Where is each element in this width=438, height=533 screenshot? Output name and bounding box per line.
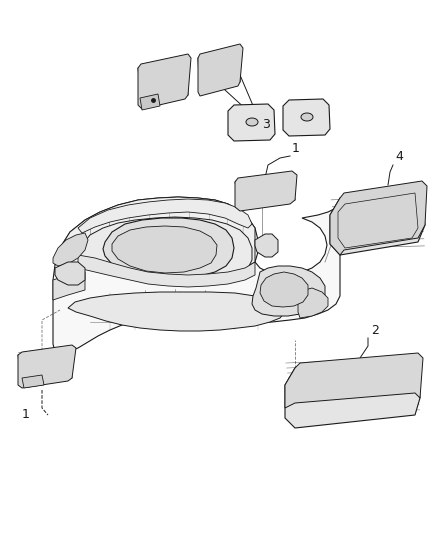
Polygon shape xyxy=(78,199,252,233)
Polygon shape xyxy=(103,218,234,278)
Polygon shape xyxy=(18,345,76,388)
Polygon shape xyxy=(285,358,420,428)
Polygon shape xyxy=(330,186,425,255)
Polygon shape xyxy=(55,262,85,285)
Polygon shape xyxy=(198,44,243,96)
Polygon shape xyxy=(22,375,44,388)
Ellipse shape xyxy=(301,113,313,121)
Polygon shape xyxy=(53,233,88,266)
Text: 1: 1 xyxy=(22,408,30,421)
Polygon shape xyxy=(228,104,275,141)
Polygon shape xyxy=(198,48,240,92)
Polygon shape xyxy=(18,348,72,385)
Polygon shape xyxy=(53,272,85,300)
Text: 1: 1 xyxy=(292,142,300,155)
Polygon shape xyxy=(68,292,285,331)
Text: 4: 4 xyxy=(395,150,403,163)
Polygon shape xyxy=(235,171,297,211)
Polygon shape xyxy=(235,175,295,207)
Polygon shape xyxy=(255,234,278,257)
Polygon shape xyxy=(55,197,255,275)
Polygon shape xyxy=(138,54,191,109)
Text: 2: 2 xyxy=(371,324,379,337)
Polygon shape xyxy=(53,197,340,354)
Polygon shape xyxy=(252,266,325,316)
Polygon shape xyxy=(140,94,160,110)
Polygon shape xyxy=(330,181,427,255)
Ellipse shape xyxy=(246,118,258,126)
Polygon shape xyxy=(78,255,255,287)
Polygon shape xyxy=(78,217,252,281)
Polygon shape xyxy=(260,272,308,307)
Polygon shape xyxy=(285,353,423,408)
Polygon shape xyxy=(283,99,330,136)
Polygon shape xyxy=(298,288,328,318)
Text: 3: 3 xyxy=(262,118,270,131)
Polygon shape xyxy=(138,58,188,105)
Polygon shape xyxy=(112,226,217,273)
